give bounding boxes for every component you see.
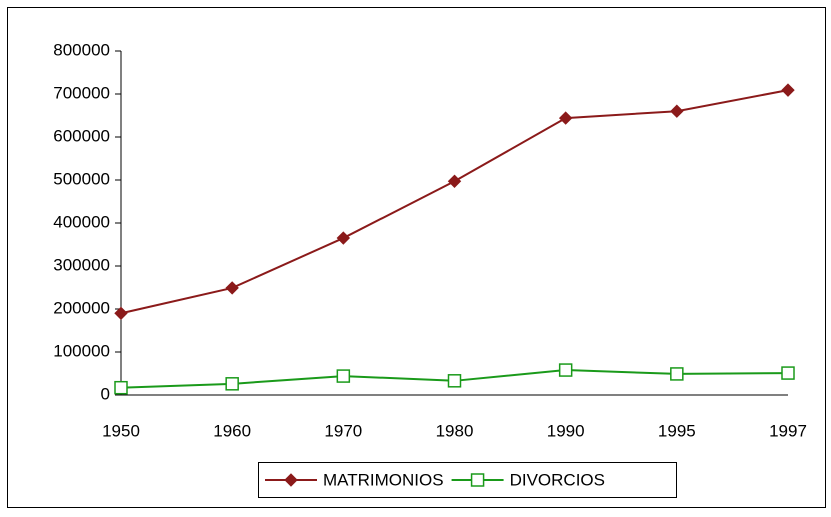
data-point — [447, 174, 462, 188]
y-tick-label: 400000 — [53, 212, 110, 231]
y-tick-label: 600000 — [53, 126, 110, 145]
x-tick-label: 1990 — [547, 421, 585, 440]
chart-border — [7, 7, 826, 508]
y-tick-label: 800000 — [53, 40, 110, 59]
x-tick-label: 1960 — [213, 421, 251, 440]
legend-marker — [284, 473, 298, 487]
data-point — [781, 83, 795, 97]
data-point — [225, 281, 239, 295]
y-tick-label: 500000 — [53, 169, 110, 188]
y-tick-label: 0 — [101, 384, 110, 403]
legend-label: DIVORCIOS — [510, 470, 605, 489]
y-tick-label: 100000 — [53, 341, 110, 360]
data-point — [114, 380, 128, 395]
data-point — [447, 374, 462, 388]
x-tick-label: 1995 — [658, 421, 696, 440]
x-tick-label: 1980 — [436, 421, 474, 440]
y-tick-label: 200000 — [53, 298, 110, 317]
data-point — [670, 104, 684, 118]
data-point — [558, 111, 573, 125]
data-point — [114, 306, 128, 321]
legend-marker — [470, 473, 485, 487]
legend-label: MATRIMONIOS — [323, 470, 444, 489]
data-point — [670, 367, 684, 381]
x-tick-label: 1997 — [769, 421, 807, 440]
data-point — [558, 363, 573, 377]
data-point — [781, 366, 795, 380]
data-point — [336, 231, 351, 245]
y-tick-label: 700000 — [53, 83, 110, 102]
x-tick-label: 1950 — [102, 421, 140, 440]
data-point — [225, 377, 239, 391]
x-tick-label: 1970 — [324, 421, 362, 440]
data-point — [336, 369, 351, 383]
y-tick-label: 300000 — [53, 255, 110, 274]
